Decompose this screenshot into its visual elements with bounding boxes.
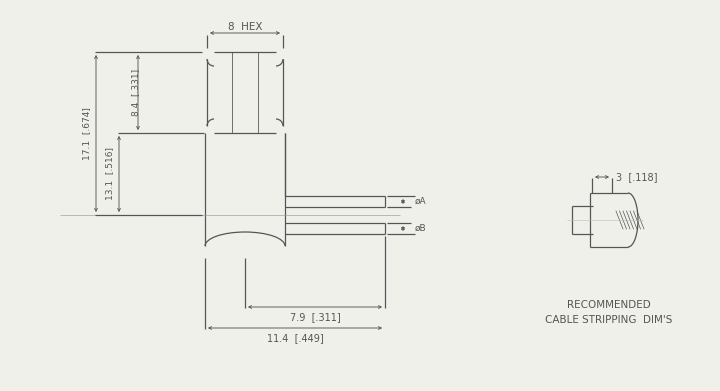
Text: 17.1  [.674]: 17.1 [.674] bbox=[83, 107, 91, 160]
Text: CABLE STRIPPING  DIM'S: CABLE STRIPPING DIM'S bbox=[545, 315, 672, 325]
Text: 11.4  [.449]: 11.4 [.449] bbox=[266, 333, 323, 343]
Text: 8  HEX: 8 HEX bbox=[228, 22, 262, 32]
Text: 3  [.118]: 3 [.118] bbox=[616, 172, 657, 182]
Text: øB: øB bbox=[415, 224, 427, 233]
Text: 7.9  [.311]: 7.9 [.311] bbox=[289, 312, 341, 322]
Text: RECOMMENDED: RECOMMENDED bbox=[567, 300, 651, 310]
Text: 8.4  [.331]: 8.4 [.331] bbox=[132, 69, 140, 116]
Text: øA: øA bbox=[415, 197, 427, 206]
Text: 13.1  [.516]: 13.1 [.516] bbox=[106, 147, 114, 201]
